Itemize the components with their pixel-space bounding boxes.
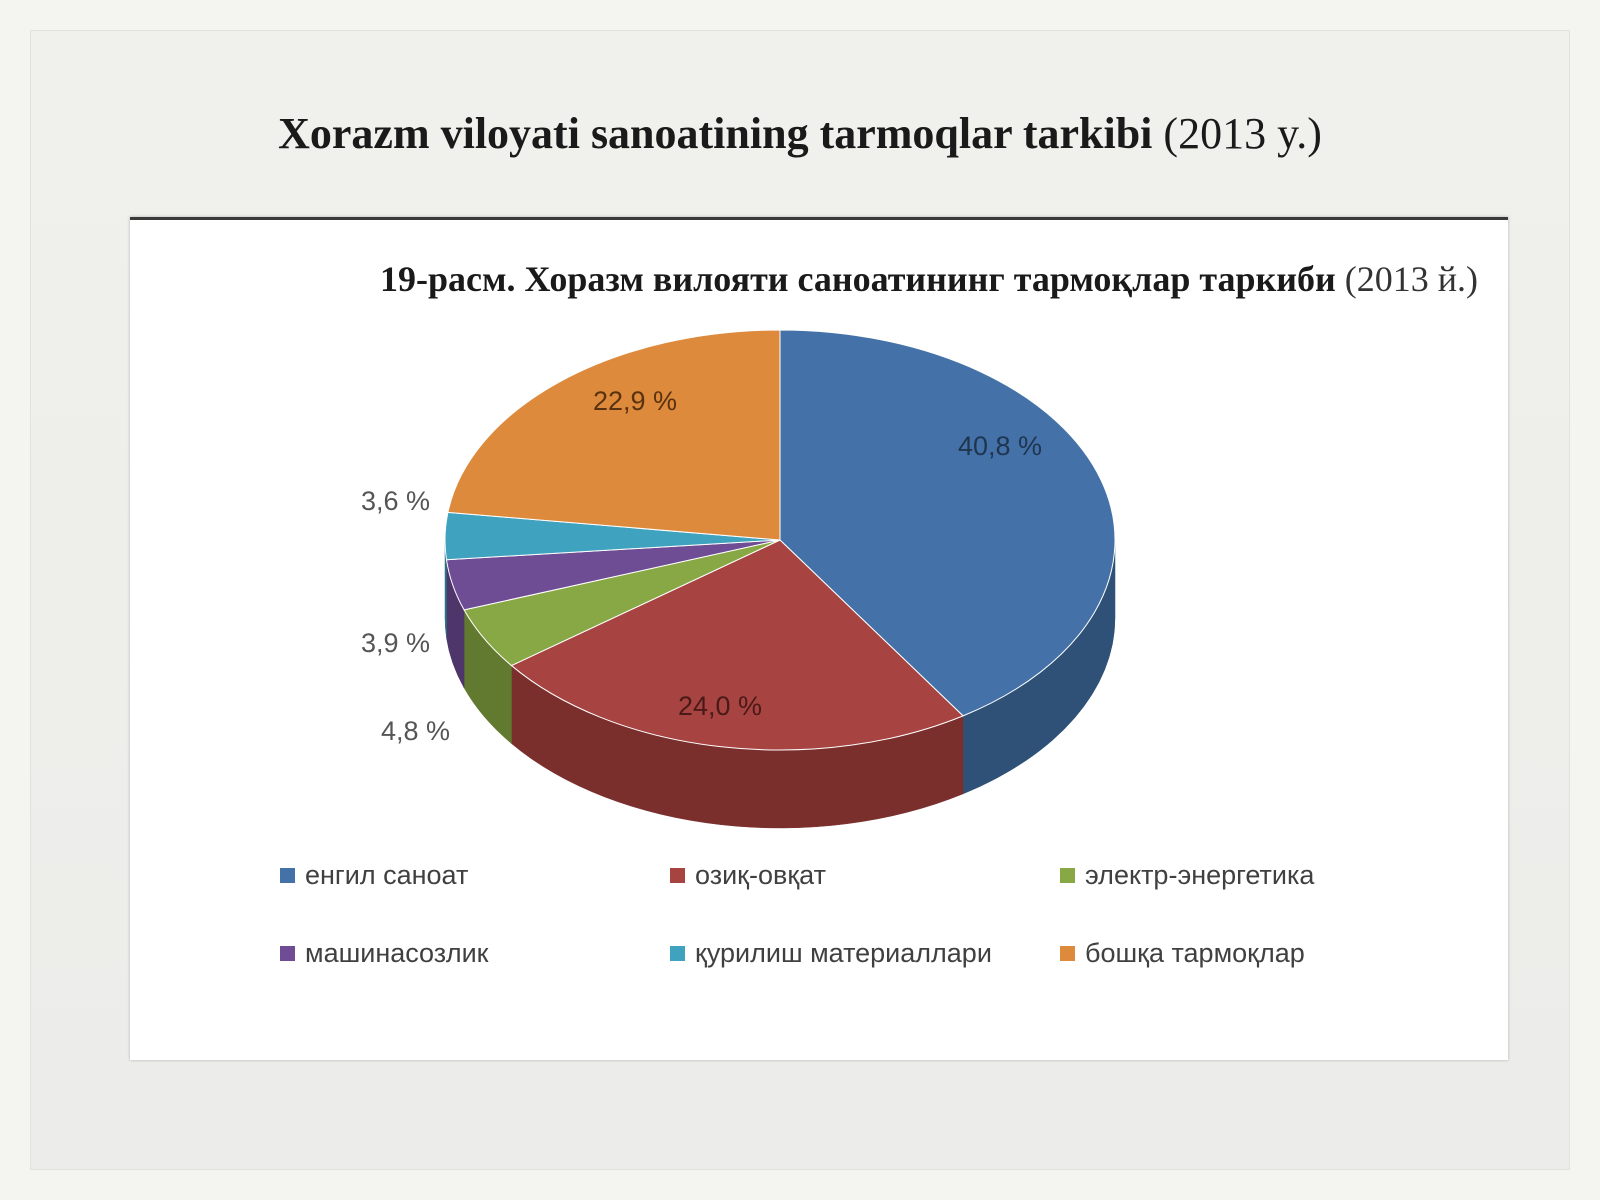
chart-title: 19-расм. Хоразм вилояти саноатининг тарм… [380,258,1480,300]
slide-title-year: (2013 y.) [1163,109,1322,158]
chart-title-main: 19-расм. Хоразм вилояти саноатининг тарм… [380,259,1336,299]
pie-data-label-1: 24,0 % [678,691,762,721]
pie-slice-1 [510,539,964,751]
chart-title-year: (2013 й.) [1344,259,1478,299]
chart-card: 19-расм. Хоразм вилояти саноатининг тарм… [130,217,1508,1060]
pie-slice-0 [779,329,1116,717]
pie-slice-5 [447,329,781,541]
pie-data-label-5: 22,9 % [593,386,677,416]
pie-data-label-2: 4,8 % [381,716,450,746]
slide-title-main: Xorazm viloyati sanoatining tarmoqlar ta… [278,109,1153,158]
slide-title: Xorazm viloyati sanoatining tarmoqlar ta… [30,108,1570,159]
slide: Xorazm viloyati sanoatining tarmoqlar ta… [30,30,1570,1170]
pie-data-label-4: 3,6 % [361,486,430,516]
pie-data-label-3: 3,9 % [361,628,430,658]
pie-chart: 40,8 % 24,0 % 4,8 % 3,9 % 3,6 % 22,9 % [361,329,1116,829]
pie-data-label-0: 40,8 % [958,431,1042,461]
